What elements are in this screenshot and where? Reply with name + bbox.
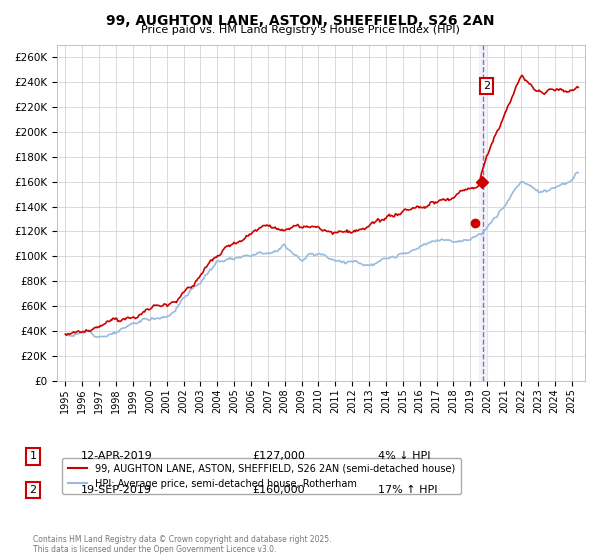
Text: 19-SEP-2019: 19-SEP-2019 xyxy=(81,485,152,495)
Text: 1: 1 xyxy=(29,451,37,461)
Text: 12-APR-2019: 12-APR-2019 xyxy=(81,451,153,461)
Text: Contains HM Land Registry data © Crown copyright and database right 2025.
This d: Contains HM Land Registry data © Crown c… xyxy=(33,535,331,554)
Text: 99, AUGHTON LANE, ASTON, SHEFFIELD, S26 2AN: 99, AUGHTON LANE, ASTON, SHEFFIELD, S26 … xyxy=(106,14,494,28)
Text: Price paid vs. HM Land Registry's House Price Index (HPI): Price paid vs. HM Land Registry's House … xyxy=(140,25,460,35)
Text: 4% ↓ HPI: 4% ↓ HPI xyxy=(378,451,431,461)
Legend: 99, AUGHTON LANE, ASTON, SHEFFIELD, S26 2AN (semi-detached house), HPI: Average : 99, AUGHTON LANE, ASTON, SHEFFIELD, S26 … xyxy=(62,458,461,494)
Text: 17% ↑ HPI: 17% ↑ HPI xyxy=(378,485,437,495)
Text: 2: 2 xyxy=(29,485,37,495)
Bar xyxy=(479,45,487,381)
Text: £127,000: £127,000 xyxy=(252,451,305,461)
Text: £160,000: £160,000 xyxy=(252,485,305,495)
Text: 2: 2 xyxy=(483,81,490,91)
